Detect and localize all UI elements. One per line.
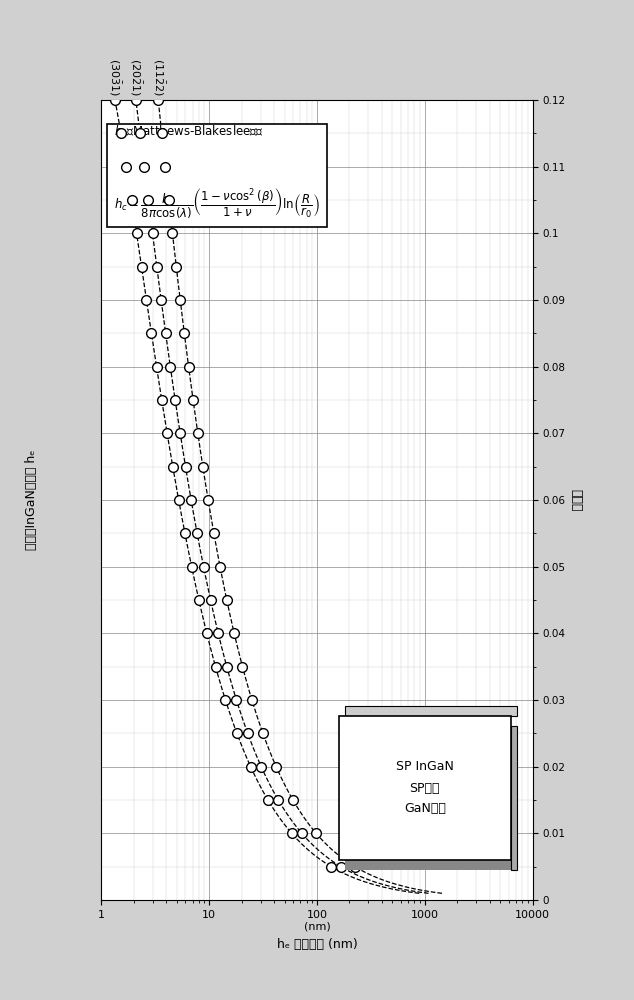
Text: SP InGaN
SP独立
GaN基底: SP InGaN SP独立 GaN基底 xyxy=(396,760,454,816)
FancyBboxPatch shape xyxy=(345,706,517,716)
FancyBboxPatch shape xyxy=(339,716,511,860)
FancyBboxPatch shape xyxy=(511,726,517,870)
Text: (30$\bar{3}$1): (30$\bar{3}$1) xyxy=(107,58,122,96)
Y-axis label: 铸分数: 铸分数 xyxy=(569,489,582,511)
FancyBboxPatch shape xyxy=(345,726,517,870)
Text: (20$\bar{2}$1): (20$\bar{2}$1) xyxy=(128,58,143,96)
Text: 半极性InGaN的理论 hₑ: 半极性InGaN的理论 hₑ xyxy=(25,450,38,550)
X-axis label: hₑ 临界直接 (nm): hₑ 临界直接 (nm) xyxy=(276,938,358,951)
Text: $h_c$的Matthews-Blakeslee等式

$h_c = \dfrac{b}{8\pi\cos(\lambda)}\left(\dfrac{1-\n: $h_c$的Matthews-Blakeslee等式 $h_c = \dfrac… xyxy=(114,124,320,220)
Text: (11$\bar{2}$2): (11$\bar{2}$2) xyxy=(151,58,166,96)
